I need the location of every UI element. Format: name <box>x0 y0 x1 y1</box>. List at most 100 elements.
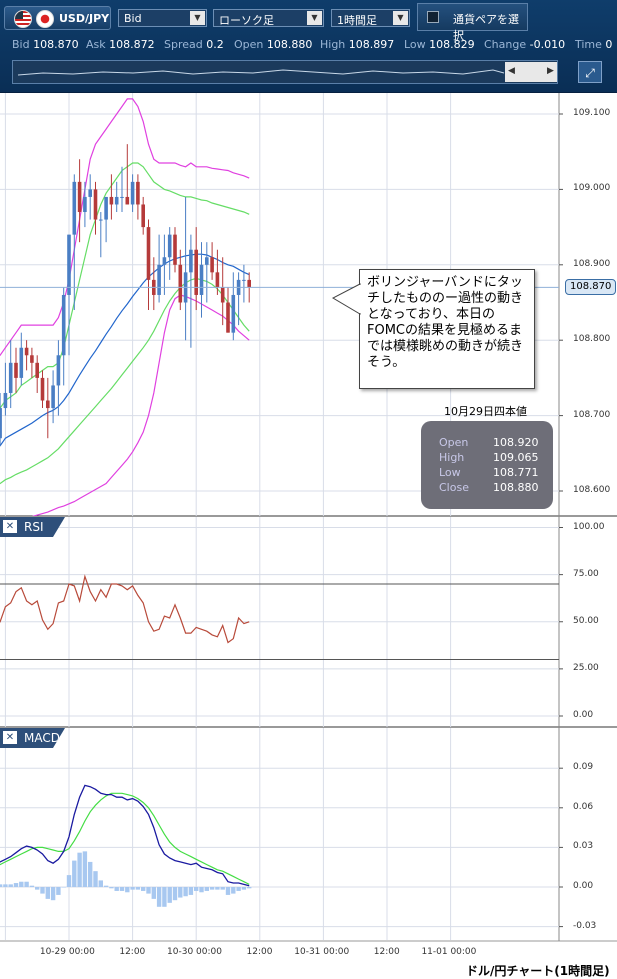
macd-histogram-bar <box>199 887 204 893</box>
candle-body <box>130 181 135 205</box>
macd-histogram-bar <box>82 851 88 887</box>
rsi-y-tick-label: 100.00 <box>573 521 605 532</box>
candle-body <box>226 302 230 333</box>
ohlc-box: Open 108.920 High 109.065 Low 108.771 Close… <box>421 421 553 509</box>
macd-y-tick-label: 0.03 <box>573 841 594 852</box>
candle-body <box>220 287 225 303</box>
chart-navigator[interactable]: ◀ ▶ <box>12 60 558 84</box>
timeframe-select[interactable]: 1時間足 ▼ <box>331 9 410 27</box>
macd-histogram-bar <box>61 887 66 888</box>
candle-body <box>125 196 130 205</box>
candle-body <box>114 196 119 205</box>
ohlc-title: 10月29日四本値 <box>444 405 527 418</box>
macd-signal-line <box>0 792 250 885</box>
macd-histogram-bar <box>231 887 236 894</box>
macd-histogram-bar <box>162 887 167 907</box>
macd-histogram-bar <box>183 887 188 897</box>
macd-y-tick-label: -0.03 <box>573 920 597 931</box>
chart-type-select[interactable]: ローソク足 ▼ <box>213 9 324 27</box>
x-tick-label: 12:00 <box>119 947 146 957</box>
chevron-down-icon: ▼ <box>393 11 408 25</box>
candle-body <box>56 355 61 386</box>
candle-body <box>231 294 236 333</box>
candle-body <box>136 181 140 205</box>
macd-histogram-bar <box>50 887 56 901</box>
macd-histogram-bar <box>220 887 225 890</box>
price-y-tick-label: 109.100 <box>573 108 611 118</box>
candle-body <box>77 181 82 213</box>
macd-histogram-bar <box>130 887 135 890</box>
candle-body <box>199 264 204 295</box>
macd-histogram-bar <box>0 884 3 887</box>
price-type-select[interactable]: Bid ▼ <box>118 9 207 27</box>
macd-histogram-bar <box>119 887 125 891</box>
candle-body <box>162 257 167 265</box>
candle-body <box>8 362 13 393</box>
macd-histogram-bar <box>8 884 13 887</box>
rsi-y-tick-label: 75.00 <box>573 568 599 579</box>
candle-body <box>51 385 55 409</box>
currency-pair-button[interactable]: USD/JPY <box>4 6 111 30</box>
price-y-tick-label: 108.900 <box>573 258 611 269</box>
macd-y-tick-label: 0.06 <box>573 801 594 812</box>
candle-body <box>247 279 251 288</box>
navigator-scroll-handle[interactable]: ◀ ▶ <box>505 62 557 82</box>
candle-body <box>157 264 161 295</box>
chevron-right-icon[interactable]: ▶ <box>547 66 554 76</box>
candle-body <box>146 227 151 280</box>
x-tick-label: 11-01 00:00 <box>421 947 477 957</box>
macd-histogram-bar <box>178 887 183 898</box>
candle-body <box>14 362 18 378</box>
price-y-tick-label: 108.600 <box>573 485 611 495</box>
x-tick-label: 10-31 00:00 <box>294 947 350 957</box>
macd-histogram-bar <box>29 885 35 887</box>
candle-body <box>173 234 177 265</box>
candle-body <box>24 347 29 356</box>
pair-select-label: 通貨ペアを選択 <box>453 13 519 42</box>
candle-body <box>46 400 50 409</box>
annotation-text: ボリンジャーバンドにタッチしたもののー過性の動きとなっており、本日のFOMCの結… <box>367 275 524 370</box>
macd-histogram-bar <box>135 887 141 890</box>
bollinger-lower-1sigma <box>0 277 250 485</box>
quote-ask: Ask 108.872 <box>86 38 155 51</box>
close-icon[interactable]: ✕ <box>3 520 17 533</box>
candle-body <box>210 257 214 273</box>
candle-body <box>99 219 103 221</box>
bollinger-lower-2sigma <box>31 294 250 516</box>
macd-histogram-bar <box>66 875 72 887</box>
macd-histogram-bar <box>141 887 146 891</box>
ohlc-high: High 109.065 <box>439 451 539 464</box>
x-tick-label: 12:00 <box>246 947 273 957</box>
rsi-line <box>0 574 250 644</box>
candle-body <box>40 377 45 401</box>
chevron-down-icon: ▼ <box>307 11 322 25</box>
macd-panel-label[interactable]: ✕ MACD <box>0 728 65 748</box>
candle-body <box>72 181 77 235</box>
candle-body <box>30 355 34 363</box>
close-icon[interactable]: ✕ <box>3 731 17 744</box>
candle-body <box>167 234 172 258</box>
candle-body <box>3 392 8 409</box>
macd-histogram-bar <box>204 887 209 891</box>
macd-histogram-bar <box>114 887 119 891</box>
pair-select-button[interactable]: 通貨ペアを選択 <box>417 3 528 42</box>
currency-pair-label: USD/JPY <box>59 12 110 25</box>
macd-histogram-bar <box>93 871 98 887</box>
candle-body <box>178 264 183 303</box>
candle-body <box>189 249 193 273</box>
macd-histogram-bar <box>88 861 93 887</box>
x-tick-label: 10-30 00:00 <box>167 947 222 957</box>
macd-histogram-bar <box>3 884 8 887</box>
candle-body <box>88 189 92 197</box>
ohlc-close: Close 108.880 <box>439 481 539 494</box>
chevron-left-icon[interactable]: ◀ <box>508 66 515 76</box>
macd-histogram-bar <box>109 887 114 889</box>
price-type-value: Bid <box>124 12 142 25</box>
candle-body <box>194 249 198 295</box>
candle-body <box>120 196 124 198</box>
chevron-down-icon: ▼ <box>190 11 205 25</box>
chart-type-value: ローソク足 <box>219 14 274 27</box>
expand-icon[interactable]: ⤢ <box>578 61 602 83</box>
macd-histogram-bar <box>172 887 178 901</box>
rsi-panel-label[interactable]: ✕ RSI <box>0 517 65 537</box>
